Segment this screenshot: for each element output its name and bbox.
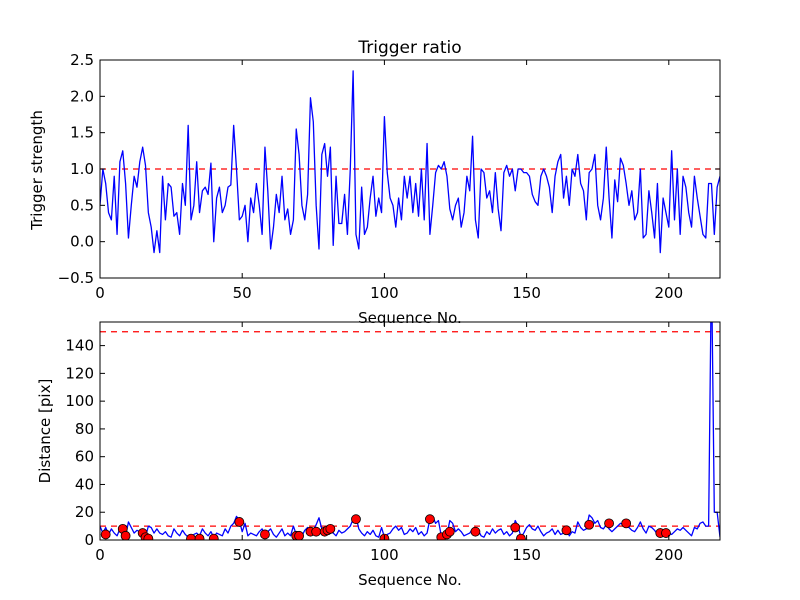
marker-point-26 [516, 533, 526, 540]
plot-content [100, 70, 720, 254]
plot-content [100, 322, 720, 540]
y-tick-label: 2.5 [70, 51, 94, 69]
bottom-chart-distance: 0 50 100 150 200 0 20 40 60 80 100 120 140 Sequence … [36, 321, 721, 589]
chart-title: Trigger ratio [357, 38, 461, 58]
x-tick-label: 100 [370, 284, 399, 302]
y-tick-label: 0.5 [70, 196, 94, 214]
marker-point-9 [234, 517, 245, 527]
marker-point-28 [584, 519, 595, 530]
marker-point-20 [425, 514, 435, 525]
marker-point-2 [120, 530, 131, 540]
marker-point-17 [325, 523, 336, 534]
x-tick-label: 0 [95, 546, 105, 564]
x-axis-label-top: Sequence No. [358, 309, 462, 327]
top-chart-trigger-ratio: Trigger ratio 0 50 100 150 200 −0.5 0.0 0.5 1.0 1… [28, 38, 721, 327]
marker-point-24 [470, 526, 481, 537]
y-tick-label: 20 [75, 503, 94, 521]
y-tick-label: 2.0 [70, 87, 94, 105]
axes-frame [99, 321, 721, 541]
marker-point-5 [143, 533, 154, 540]
y-tick-label: 1.0 [70, 160, 94, 178]
y-axis-label-top: Trigger strength [28, 110, 46, 231]
y-tick-label: 120 [65, 364, 94, 382]
marker-point-0 [100, 529, 111, 540]
marker-point-23 [444, 526, 455, 537]
marker-point-18 [351, 514, 361, 525]
marker-point-27 [561, 525, 572, 536]
x-tick-label: 0 [95, 284, 105, 302]
x-tick-label: 100 [370, 546, 399, 564]
x-tick-label: 50 [233, 546, 252, 564]
series-line-0 [100, 70, 720, 254]
x-tick-label: 50 [233, 284, 252, 302]
y-tick-label: 40 [75, 475, 94, 493]
marker-point-6 [186, 533, 196, 540]
x-tick-label: 200 [654, 546, 683, 564]
marker-point-10 [260, 529, 270, 540]
y-tick-label: 100 [65, 392, 94, 410]
marker-point-7 [194, 533, 205, 540]
marker-point-12 [294, 530, 304, 540]
x-tick-label: 200 [654, 284, 683, 302]
x-tick-label: 150 [512, 546, 541, 564]
x-axis-label-bottom: Sequence No. [358, 571, 462, 589]
marker-point-30 [621, 518, 632, 529]
y-tick-label: 80 [75, 420, 94, 438]
series-line-0 [100, 322, 720, 538]
marker-point-32 [661, 528, 671, 538]
y-tick-label: 140 [65, 337, 94, 355]
y-tick-label: 1.5 [70, 124, 94, 142]
marker-point-25 [510, 522, 521, 533]
marker-point-14 [311, 526, 322, 537]
y-axis-label-bottom: Distance [pix] [36, 379, 54, 484]
plot-area-top: 0 50 100 150 200 −0.5 0.0 0.5 1.0 1.5 2.0 2.5 [58, 51, 721, 302]
marker-point-29 [604, 518, 614, 529]
y-tick-label: 0.0 [70, 233, 94, 251]
marker-point-8 [208, 533, 219, 540]
y-tick-label: 60 [75, 448, 94, 466]
y-tick-label: 0 [84, 531, 94, 549]
plot-area-bottom: 0 50 100 150 200 0 20 40 60 80 100 120 140 [65, 321, 721, 564]
y-tick-label: −0.5 [58, 269, 94, 287]
x-tick-label: 150 [512, 284, 541, 302]
